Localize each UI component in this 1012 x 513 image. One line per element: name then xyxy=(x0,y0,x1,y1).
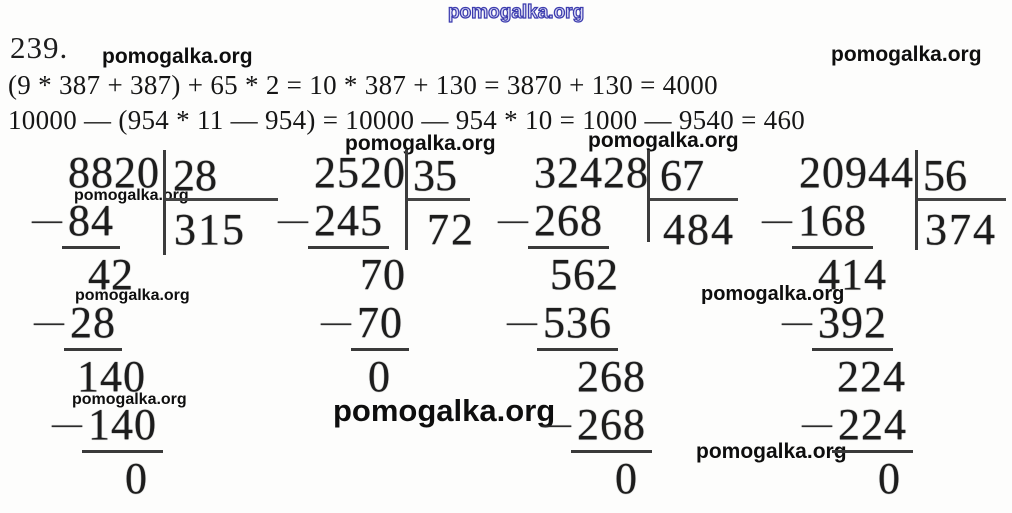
subtraction-step: 245 xyxy=(308,199,389,249)
minus-sign: — xyxy=(541,407,571,440)
long-division-4: 20944 —168 414 —392 224 —224 0 56 374 xyxy=(762,148,1006,504)
subtraction-step: 70 xyxy=(351,301,409,351)
dividend: 2520 xyxy=(314,148,406,197)
minus-sign: — xyxy=(498,203,528,236)
minus-sign: — xyxy=(278,203,308,236)
minus-sign: — xyxy=(507,305,537,338)
division-4-work-column: 20944 —168 414 —392 224 —224 0 xyxy=(762,148,920,504)
subtraction-step: 268 xyxy=(571,403,652,453)
dividend: 20944 xyxy=(799,148,914,197)
long-division-2: 2520 —245 70 —70 0 35 72 xyxy=(278,148,473,402)
subtraction-step: 168 xyxy=(792,199,873,249)
quotient: 484 xyxy=(663,205,735,254)
remainder-step: 414 xyxy=(818,250,887,299)
watermark: pomogalka.org xyxy=(701,283,845,305)
divisor: 28 xyxy=(173,151,217,200)
final-remainder: 0 xyxy=(615,454,638,503)
long-division-3: 32428 —268 562 —536 268 —268 0 67 484 xyxy=(498,148,738,504)
watermark: pomogalka.org xyxy=(72,391,187,408)
watermark: pomogalka.org xyxy=(333,393,556,428)
problem-number: 239. xyxy=(10,30,69,65)
divisor: 56 xyxy=(923,151,967,200)
watermark: pomogalka.org xyxy=(75,287,190,304)
remainder-step: 42 xyxy=(88,250,134,299)
remainder-step: 268 xyxy=(577,352,646,401)
subtraction-step: 140 xyxy=(82,403,163,453)
subtraction-step: 392 xyxy=(812,301,893,351)
equation-line-1: (9 * 387 + 387) + 65 * 2 = 10 * 387 + 13… xyxy=(8,70,718,100)
long-division-1: 8820 —84 42 —28 140 —140 0 28 315 xyxy=(32,148,278,504)
quotient: 315 xyxy=(174,205,246,254)
watermark: pomogalka.org xyxy=(102,45,253,68)
division-2-divisor-box: 35 72 xyxy=(405,150,473,252)
divisor: 67 xyxy=(660,151,704,200)
minus-sign: — xyxy=(762,203,792,236)
division-1-work-column: 8820 —84 42 —28 140 —140 0 xyxy=(32,148,166,504)
subtraction-step: 84 xyxy=(62,199,120,249)
quotient: 374 xyxy=(925,205,997,254)
final-remainder: 0 xyxy=(878,454,901,503)
minus-sign: — xyxy=(32,203,62,236)
watermark: pomogalka.org xyxy=(345,132,496,155)
remainder-step: 224 xyxy=(837,352,906,401)
minus-sign: — xyxy=(802,407,832,440)
final-remainder: 0 xyxy=(125,454,148,503)
subtraction-step: 268 xyxy=(528,199,609,249)
subtraction-step: 536 xyxy=(537,301,618,351)
division-3-work-column: 32428 —268 562 —536 268 —268 0 xyxy=(498,148,655,504)
dividend: 8820 xyxy=(68,148,160,197)
watermark: pomogalka.org xyxy=(74,187,189,204)
watermark: pomogalka.org xyxy=(447,1,585,23)
minus-sign: — xyxy=(321,305,351,338)
final-remainder: 0 xyxy=(368,352,391,401)
subtraction-step: 224 xyxy=(832,403,913,453)
remainder-step: 562 xyxy=(550,250,619,299)
watermark: pomogalka.org xyxy=(831,43,982,66)
division-3-divisor-box: 67 484 xyxy=(647,150,738,252)
divisor: 35 xyxy=(413,151,457,200)
division-2-work-column: 2520 —245 70 —70 0 xyxy=(278,148,412,402)
subtraction-step: 28 xyxy=(64,301,122,351)
dividend: 32428 xyxy=(534,148,649,197)
minus-sign: — xyxy=(52,407,82,440)
minus-sign: — xyxy=(34,305,64,338)
watermark: pomogalka.org xyxy=(588,129,739,152)
remainder-step: 140 xyxy=(77,352,146,401)
division-1-divisor-box: 28 315 xyxy=(163,150,278,255)
minus-sign: — xyxy=(782,305,812,338)
watermark: pomogalka.org xyxy=(696,440,847,463)
quotient: 72 xyxy=(427,205,475,254)
equation-line-2: 10000 — (954 * 11 — 954) = 10000 — 954 *… xyxy=(8,105,806,135)
remainder-step: 70 xyxy=(360,250,406,299)
division-4-divisor-box: 56 374 xyxy=(915,150,1006,252)
